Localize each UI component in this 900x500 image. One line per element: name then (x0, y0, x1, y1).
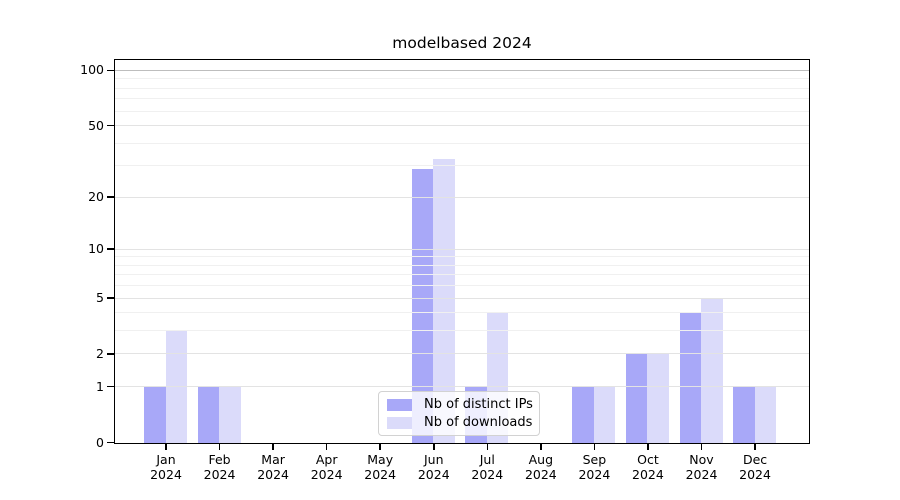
y-axis-tick (107, 124, 114, 127)
y-axis-tick-label: 50 (88, 117, 104, 133)
x-axis-tick-label: Apr 2024 (310, 452, 343, 482)
y-axis-tick (107, 353, 114, 355)
minor-gridline (115, 330, 809, 332)
minor-gridline (115, 87, 809, 89)
minor-gridline (115, 142, 809, 144)
x-axis-tick (486, 444, 489, 450)
plot-area: Nb of distinct IPs Nb of downloads (114, 59, 810, 444)
x-axis-tick (540, 444, 542, 450)
bar-downloads (647, 354, 669, 443)
bar-downloads (165, 331, 187, 443)
x-axis-tick (647, 444, 649, 450)
x-axis-tick-label: Sep 2024 (578, 452, 611, 482)
x-axis-tick-label: Nov 2024 (685, 452, 718, 482)
y-axis-tick (107, 297, 114, 299)
minor-gridline (115, 165, 809, 167)
y-axis-tick-label: 1 (96, 378, 104, 394)
x-axis-tick (218, 444, 221, 450)
x-axis-tick-label: May 2024 (364, 452, 397, 482)
x-axis-tick (272, 444, 274, 450)
x-axis-tick (593, 444, 596, 450)
x-axis-tick (379, 444, 381, 450)
x-axis-tick-label: Jun 2024 (417, 452, 450, 482)
bar-downloads (433, 158, 455, 443)
y-axis-tick (107, 69, 114, 72)
y-axis-tick-label: 2 (96, 345, 104, 361)
y-axis-tick-label: 0 (96, 434, 104, 450)
x-axis-tick (165, 444, 167, 450)
bar-distinct-ips (411, 168, 434, 443)
y-axis-tick (107, 385, 114, 388)
minor-gridline (115, 256, 809, 258)
bar-distinct-ips (625, 354, 648, 443)
y-axis-tick-label: 100 (80, 62, 104, 78)
legend-label: Nb of distinct IPs (424, 397, 533, 412)
minor-gridline (115, 285, 809, 287)
x-axis-tick (754, 444, 756, 450)
major-gridline (115, 353, 809, 355)
legend: Nb of distinct IPs Nb of downloads (378, 391, 540, 436)
major-gridline (115, 125, 809, 127)
bar-distinct-ips (572, 387, 594, 443)
bar-distinct-ips (679, 313, 701, 443)
y-axis-tick-label: 20 (88, 189, 104, 205)
bar-downloads (754, 387, 777, 443)
x-axis-tick-label: Dec 2024 (739, 452, 771, 482)
minor-gridline (115, 78, 809, 80)
bar-distinct-ips (144, 387, 166, 443)
legend-item-downloads: Nb of downloads (387, 415, 533, 430)
y-axis-tick-label: 5 (96, 290, 104, 306)
x-axis-tick-label: Oct 2024 (632, 452, 664, 482)
chart-title: modelbased 2024 (392, 34, 532, 52)
major-gridline (115, 196, 809, 198)
y-axis-tick (107, 441, 114, 444)
x-axis-tick-label: Jan 2024 (150, 452, 182, 482)
bar-downloads (219, 387, 241, 443)
major-gridline (115, 69, 809, 71)
minor-gridline (115, 98, 809, 100)
legend-label: Nb of downloads (424, 415, 533, 430)
bar-distinct-ips (733, 387, 755, 443)
ips-swatch (387, 398, 412, 411)
x-axis-tick-label: Mar 2024 (257, 452, 289, 482)
x-axis-tick-label: Feb 2024 (203, 452, 236, 482)
y-axis-tick-label: 10 (88, 241, 104, 257)
bar-downloads (593, 387, 616, 443)
x-axis-tick-label: Jul 2024 (471, 452, 504, 482)
x-axis-tick-label: Aug 2024 (524, 452, 557, 482)
major-gridline (115, 248, 809, 250)
major-gridline (115, 297, 809, 299)
bar-downloads (701, 298, 723, 443)
y-axis-tick (107, 196, 114, 198)
minor-gridline (115, 274, 809, 276)
minor-gridline (115, 110, 809, 112)
x-axis-tick (433, 444, 435, 450)
downloads-swatch (387, 416, 412, 429)
x-axis-tick (325, 444, 328, 450)
minor-gridline (115, 264, 809, 266)
x-axis-tick (700, 444, 703, 450)
bar-distinct-ips (197, 387, 220, 443)
legend-item-distinct-ips: Nb of distinct IPs (387, 397, 533, 412)
y-axis-tick (107, 248, 114, 250)
major-gridline (115, 386, 809, 388)
minor-gridline (115, 312, 809, 314)
